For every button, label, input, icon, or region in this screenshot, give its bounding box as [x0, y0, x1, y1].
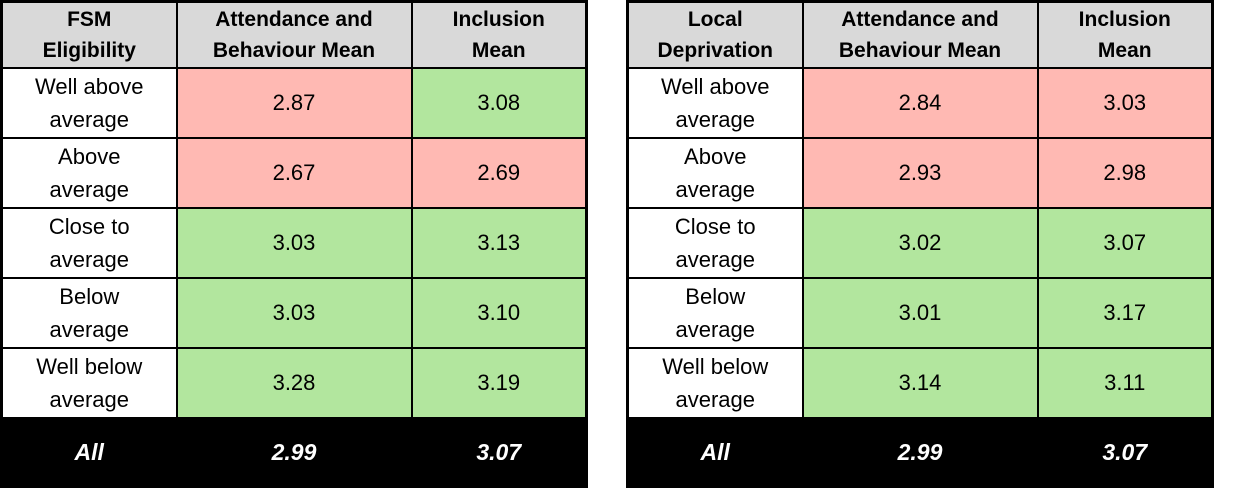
table-row: Close to average 3.03 3.13	[0, 207, 588, 279]
all-summary-row: All 2.99 3.07	[626, 417, 1214, 488]
all-summary-row: All 2.99 3.07	[0, 417, 588, 488]
inclusion-mean-value: 3.07	[1036, 207, 1214, 279]
table-row: Above average 2.93 2.98	[626, 137, 1214, 209]
header-row: Local Deprivation Attendance and Behavio…	[626, 0, 1214, 69]
fsm-category-header: FSM Eligibility	[0, 0, 178, 69]
ab-mean-value: 2.93	[801, 137, 1039, 209]
table-row: Close to average 3.02 3.07	[626, 207, 1214, 279]
all-ab-mean-value: 2.99	[175, 417, 413, 488]
table-row: Well above average 2.84 3.03	[626, 67, 1214, 139]
row-label: Well below average	[0, 347, 178, 419]
table-row: Above average 2.67 2.69	[0, 137, 588, 209]
deprivation-ab-mean-header: Attendance and Behaviour Mean	[801, 0, 1039, 69]
fsm-eligibility-table: FSM Eligibility Attendance and Behaviour…	[0, 0, 588, 488]
inclusion-mean-value: 2.69	[410, 137, 588, 209]
all-label: All	[0, 417, 178, 488]
row-label: Close to average	[0, 207, 178, 279]
ab-mean-value: 2.84	[801, 67, 1039, 139]
deprivation-inclusion-mean-header: Inclusion Mean	[1036, 0, 1214, 69]
inclusion-mean-value: 3.10	[410, 277, 588, 349]
ab-mean-value: 3.03	[175, 207, 413, 279]
inclusion-mean-value: 2.98	[1036, 137, 1214, 209]
ab-mean-value: 3.03	[175, 277, 413, 349]
ab-mean-value: 3.14	[801, 347, 1039, 419]
row-label: Above average	[626, 137, 804, 209]
row-label: Well below average	[626, 347, 804, 419]
row-label: Well above average	[0, 67, 178, 139]
ab-mean-value: 2.87	[175, 67, 413, 139]
inclusion-mean-value: 3.19	[410, 347, 588, 419]
all-inclusion-mean-value: 3.07	[1036, 417, 1214, 488]
all-label: All	[626, 417, 804, 488]
row-label: Well above average	[626, 67, 804, 139]
all-ab-mean-value: 2.99	[801, 417, 1039, 488]
inclusion-mean-value: 3.03	[1036, 67, 1214, 139]
fsm-ab-mean-header: Attendance and Behaviour Mean	[175, 0, 413, 69]
inclusion-mean-value: 3.13	[410, 207, 588, 279]
row-label: Below average	[626, 277, 804, 349]
table-row: Below average 3.01 3.17	[626, 277, 1214, 349]
deprivation-category-header: Local Deprivation	[626, 0, 804, 69]
inclusion-mean-value: 3.11	[1036, 347, 1214, 419]
fsm-inclusion-mean-header: Inclusion Mean	[410, 0, 588, 69]
table-row: Below average 3.03 3.10	[0, 277, 588, 349]
row-label: Above average	[0, 137, 178, 209]
table-row: Well below average 3.14 3.11	[626, 347, 1214, 419]
ab-mean-value: 3.28	[175, 347, 413, 419]
row-label: Below average	[0, 277, 178, 349]
inclusion-mean-value: 3.08	[410, 67, 588, 139]
inclusion-mean-value: 3.17	[1036, 277, 1214, 349]
all-inclusion-mean-value: 3.07	[410, 417, 588, 488]
table-row: Well below average 3.28 3.19	[0, 347, 588, 419]
local-deprivation-table: Local Deprivation Attendance and Behavio…	[626, 0, 1214, 488]
ab-mean-value: 2.67	[175, 137, 413, 209]
ab-mean-value: 3.01	[801, 277, 1039, 349]
ab-mean-value: 3.02	[801, 207, 1039, 279]
header-row: FSM Eligibility Attendance and Behaviour…	[0, 0, 588, 69]
row-label: Close to average	[626, 207, 804, 279]
table-row: Well above average 2.87 3.08	[0, 67, 588, 139]
